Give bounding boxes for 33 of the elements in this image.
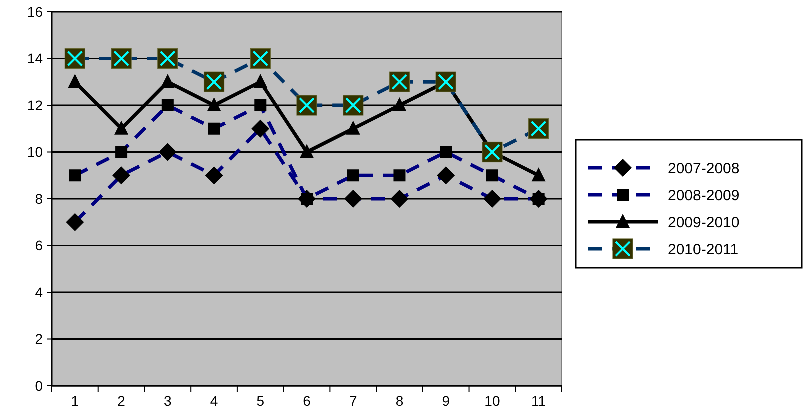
x-tick-label: 8 bbox=[396, 393, 404, 409]
point bbox=[207, 98, 222, 112]
y-tick-label: 12 bbox=[27, 97, 44, 114]
y-tick-label: 14 bbox=[27, 50, 44, 67]
x-tick-label: 2 bbox=[118, 393, 126, 409]
x-tick-label: 9 bbox=[442, 393, 450, 409]
y-tick-label: 2 bbox=[35, 331, 44, 348]
y-tick-label: 8 bbox=[35, 190, 44, 207]
point bbox=[532, 168, 546, 182]
y-tick-label: 0 bbox=[35, 378, 44, 394]
y-tick-label: 4 bbox=[35, 284, 44, 300]
x-tick-label: 3 bbox=[164, 393, 172, 409]
x-tick-label: 11 bbox=[532, 393, 546, 409]
point bbox=[346, 120, 360, 135]
y-tick-label: 10 bbox=[27, 144, 44, 160]
x-tick-label: 1 bbox=[71, 393, 80, 409]
point bbox=[114, 120, 129, 135]
legend-label: 2009-2010 bbox=[668, 214, 740, 232]
x-tick-label: 6 bbox=[303, 393, 312, 409]
point bbox=[160, 74, 175, 88]
point bbox=[68, 74, 82, 88]
y-tick-label: 6 bbox=[35, 238, 44, 254]
x-tick-label: 7 bbox=[349, 393, 358, 409]
x-tick-label: 5 bbox=[256, 393, 265, 409]
point bbox=[254, 74, 268, 88]
point bbox=[392, 98, 407, 112]
x-tick-label: 4 bbox=[210, 393, 218, 409]
legend-label: 2007-2008 bbox=[668, 160, 740, 178]
legend-label: 2008-2009 bbox=[668, 187, 740, 204]
legend-label: 2010-2011 bbox=[668, 241, 739, 258]
y-tick-label: 16 bbox=[27, 4, 44, 20]
point bbox=[300, 144, 314, 158]
x-tick-label: 10 bbox=[484, 393, 500, 409]
